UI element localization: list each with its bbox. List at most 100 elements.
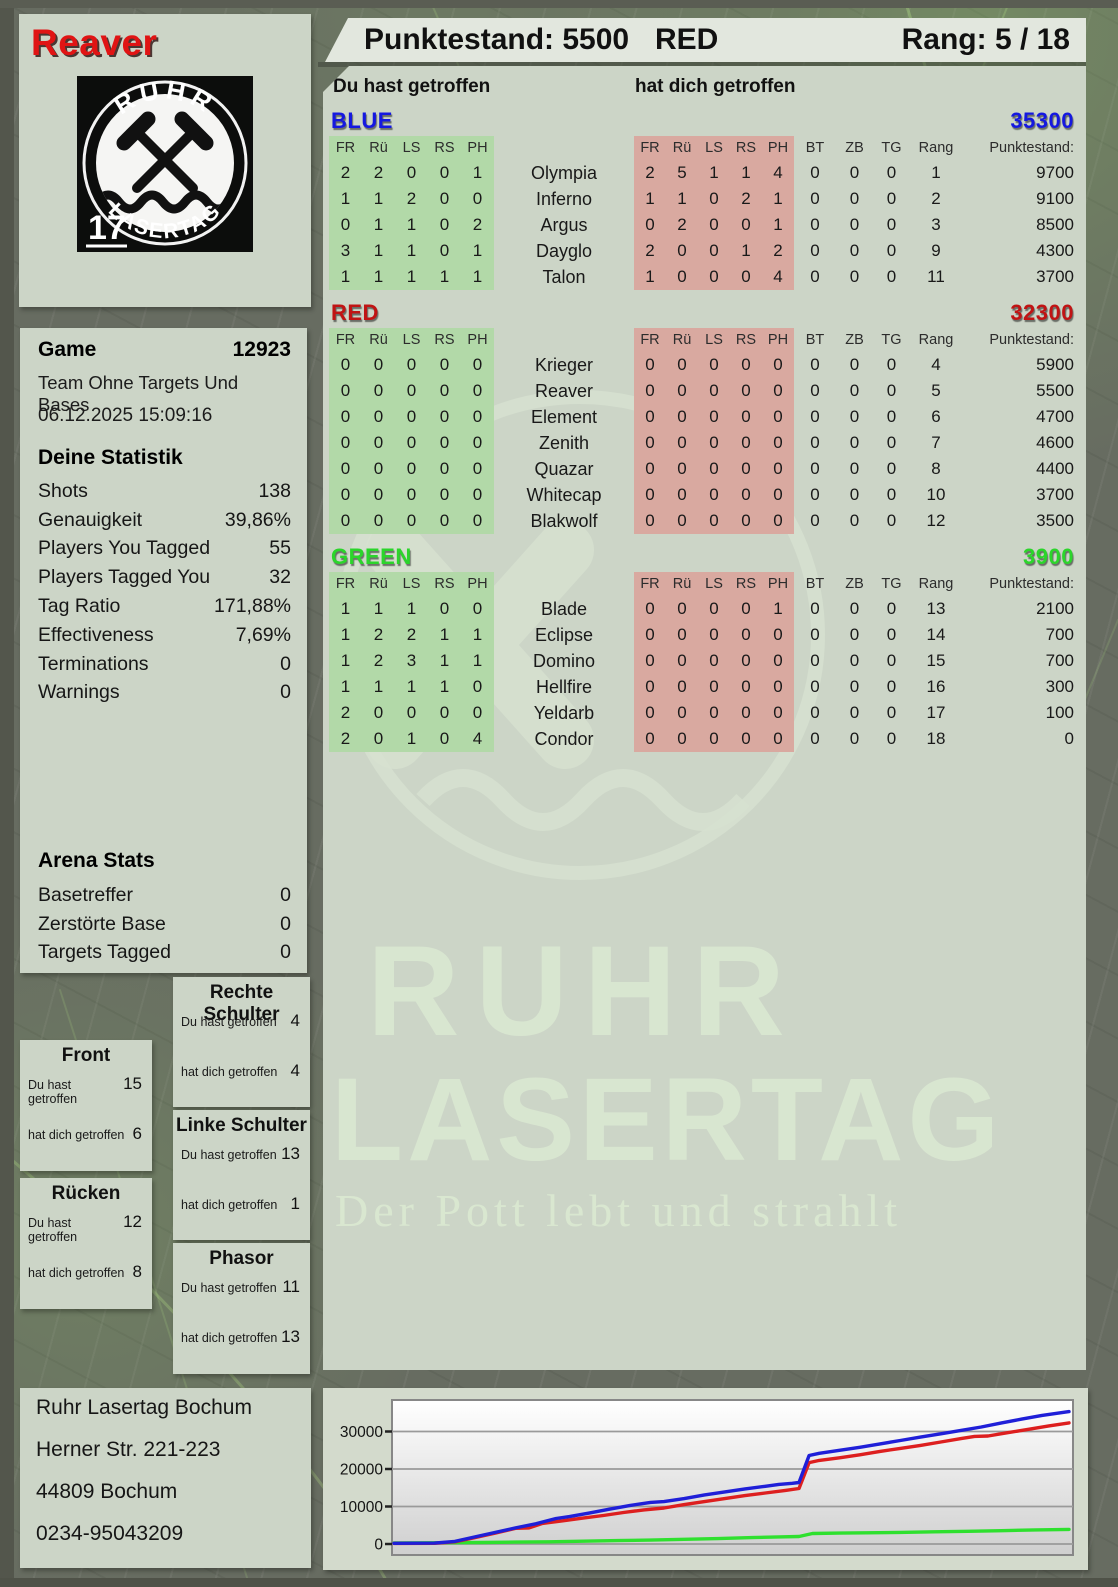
stat-label: Shots [38, 479, 88, 502]
rang-cell: 10 [926, 485, 946, 504]
zb-col-header: ZB [845, 332, 864, 348]
bt-cell: 0 [810, 381, 820, 400]
player-name-cell: Argus [540, 214, 588, 235]
got-cell: 0 [666, 648, 698, 674]
got-col-header: PH [762, 572, 794, 596]
stat-row: Shots 138 [38, 477, 291, 506]
got-cell: 0 [730, 430, 762, 456]
address-panel: Ruhr Lasertag Bochum Herner Str. 221-223 4… [20, 1388, 311, 1568]
got-cell: 0 [634, 648, 666, 674]
zb-cell: 0 [849, 433, 860, 452]
punktestand-cell: 8500 [1036, 215, 1074, 234]
rang-cell: 2 [931, 189, 941, 208]
got-cell: 0 [634, 482, 666, 508]
bt-cell: 0 [810, 599, 820, 618]
got-col-header: FR [634, 572, 666, 596]
stat-row: Players You Tagged 55 [38, 535, 291, 564]
bt-cell: 0 [810, 163, 820, 182]
got-cell: 0 [698, 352, 730, 378]
got-cell: 0 [730, 352, 762, 378]
stat-label: Effectiveness [38, 623, 154, 646]
punktestand-value: 5500 [562, 23, 630, 56]
tg-col-header: TG [881, 140, 902, 156]
got-cell: 0 [730, 648, 762, 674]
arena-stat-row: Targets Tagged 0 [38, 939, 291, 968]
punktestand-cell: 4700 [1036, 407, 1074, 426]
rang-cell: 4 [931, 355, 941, 374]
hit-cell: 0 [461, 378, 494, 404]
page-frame-bottom [0, 1578, 1118, 1587]
rang-cell: 1 [931, 163, 941, 182]
body-part-got-row: hat dich getroffen 6 [28, 1124, 142, 1144]
got-label: hat dich getroffen [181, 1331, 278, 1345]
hit-cell: 2 [329, 726, 362, 752]
stat-row: Genauigkeit 39,86% [38, 506, 291, 535]
player-name-cell: Yeldarb [533, 702, 595, 723]
got-value: 6 [132, 1124, 142, 1143]
got-cell: 0 [666, 264, 698, 290]
hit-cell: 0 [461, 430, 494, 456]
punktestand-label: Punktestand: [364, 23, 555, 56]
got-col-header: RS [730, 136, 762, 160]
y-tick-label: 30000 [340, 1424, 383, 1441]
got-cell: 0 [698, 264, 730, 290]
bt-cell: 0 [810, 459, 820, 478]
player-name-cell: Quazar [534, 458, 594, 479]
hit-cell: 1 [329, 674, 362, 700]
tg-cell: 0 [886, 355, 897, 374]
punktestand-col-header: Punktestand: [989, 140, 1074, 156]
got-cell: 0 [666, 482, 698, 508]
got-cell: 0 [634, 404, 666, 430]
got-value: 13 [281, 1327, 300, 1346]
tg-cell: 0 [886, 241, 897, 260]
score-table-panel: RUHR LASERTAG Der Pott lebt und strahlt … [323, 66, 1086, 1370]
got-label: hat dich getroffen [28, 1128, 125, 1142]
got-cell: 0 [762, 482, 794, 508]
bt-cell: 0 [810, 241, 820, 260]
arena-stat-row: Basetreffer 0 [38, 881, 291, 910]
tg-cell: 0 [886, 703, 897, 722]
hit-cell: 0 [329, 430, 362, 456]
zb-cell: 0 [849, 355, 860, 374]
bt-cell: 0 [810, 407, 820, 426]
hit-col-header: RS [428, 328, 461, 352]
hit-label: Du hast getroffen [28, 1216, 78, 1244]
punktestand-col-header: Punktestand: [989, 576, 1074, 592]
hit-cell: 0 [362, 378, 395, 404]
hit-cell: 1 [362, 238, 395, 264]
zb-cell: 0 [849, 677, 860, 696]
got-cell: 0 [762, 352, 794, 378]
stat-value: 7,69% [235, 623, 291, 646]
punktestand-cell: 3500 [1036, 511, 1074, 530]
hit-cell: 1 [428, 648, 461, 674]
stat-row: Warnings 0 [38, 679, 291, 708]
body-part-hit-row: Du hast getroffen 12 [28, 1212, 142, 1244]
got-cell: 0 [666, 238, 698, 264]
hit-cell: 0 [395, 700, 428, 726]
got-cell: 0 [762, 378, 794, 404]
got-cell: 0 [762, 648, 794, 674]
stat-value: 39,86% [224, 508, 291, 531]
name-col-spacer [494, 136, 634, 160]
game-stats-panel: Game 12923 Team Ohne Targets Und Bases 0… [20, 328, 307, 973]
team-name: GREEN [331, 544, 412, 569]
body-part-hit-row: Du hast getroffen 4 [181, 1011, 300, 1031]
got-label: hat dich getroffen [181, 1198, 278, 1212]
hit-cell: 1 [395, 238, 428, 264]
got-cell: 0 [666, 674, 698, 700]
body-part-box-rechte-schulter: Rechte Schulter Du hast getroffen 4 hat dic… [173, 977, 310, 1107]
rang-col-header: Rang [918, 332, 954, 348]
logo-badge: 17 [88, 209, 126, 247]
zb-cell: 0 [849, 189, 860, 208]
zb-cell: 0 [849, 651, 860, 670]
y-tick-label: 0 [374, 1537, 383, 1554]
body-part-box-linke-schulter: Linke Schulter Du hast getroffen 13 hat dic… [173, 1110, 310, 1240]
player-name-cell: Blade [540, 598, 588, 619]
address-line: 44809 Bochum [36, 1480, 178, 1503]
got-cell: 1 [762, 596, 794, 622]
hit-cell: 2 [362, 622, 395, 648]
hit-cell: 0 [428, 456, 461, 482]
y-tick-label: 20000 [340, 1462, 383, 1479]
arena-stat-row: Zerstörte Base 0 [38, 910, 291, 939]
address-line: Ruhr Lasertag Bochum [36, 1396, 252, 1419]
